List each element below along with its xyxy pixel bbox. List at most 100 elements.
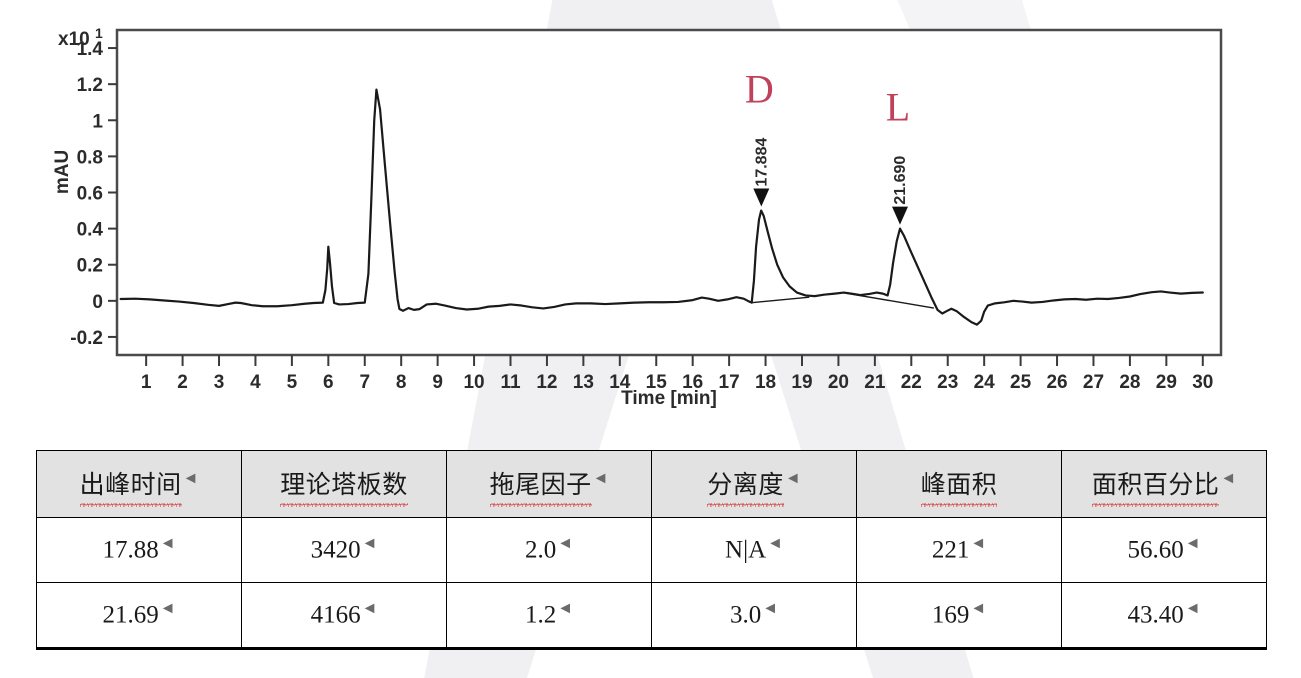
cell-value: 1.2 — [524, 601, 557, 629]
cell-tailing-factor: 1.2◄ — [446, 582, 652, 650]
x-tick-label: 5 — [287, 372, 298, 393]
table-row: 21.69◄ 4166◄ 1.2◄ 3.0◄ 169◄ 43.40◄ — [36, 582, 1267, 650]
cell-area-percent: 56.60◄ — [1061, 517, 1267, 583]
peak-label-l: L — [886, 85, 910, 130]
y-tick-label: 0.6 — [77, 184, 103, 205]
column-header-theoretical-plates: 理论塔板数 — [241, 450, 447, 518]
edit-mark: ◄ — [970, 535, 987, 553]
cell-value: 3420 — [310, 536, 361, 564]
y-tick-label: -0.2 — [70, 328, 103, 349]
peak-label-d: D — [745, 67, 774, 112]
edit-mark: ◄ — [557, 600, 574, 618]
x-tick-label: 17 — [719, 372, 740, 393]
header-label: 出峰时间 — [79, 465, 182, 507]
header-label: 峰面积 — [920, 465, 998, 507]
x-tick-label: 26 — [1046, 372, 1067, 393]
y-tick-label: 0.8 — [77, 147, 103, 168]
x-tick-label: 18 — [755, 372, 776, 393]
cell-value: 21.69 — [102, 601, 159, 629]
x-tick-label: 6 — [323, 372, 334, 393]
x-tick-label: 29 — [1156, 372, 1177, 393]
table-row: 17.88◄ 3420◄ 2.0◄ N|A◄ 221◄ 56.60◄ — [36, 517, 1267, 583]
header-label: 拖尾因子 — [489, 465, 592, 507]
cell-value: 169 — [931, 601, 970, 629]
x-tick-label: 1 — [141, 372, 152, 393]
y-tick-label: 0.4 — [77, 220, 104, 241]
edit-mark: ◄ — [361, 600, 378, 618]
column-header-tailing-factor: 拖尾因子◄ — [446, 450, 652, 518]
cell-tailing-factor: 2.0◄ — [446, 517, 652, 583]
retention-time-label: 17.884 — [753, 138, 770, 187]
column-header-peak-area: 峰面积 — [856, 450, 1062, 518]
table-header-row: 出峰时间◄ 理论塔板数 拖尾因子◄ 分离度◄ 峰面积 面积百分比◄ — [36, 450, 1267, 518]
cell-value: 56.60 — [1127, 536, 1184, 564]
x-tick-label: 10 — [463, 372, 484, 393]
x-tick-label: 22 — [901, 372, 922, 393]
cell-retention-time: 21.69◄ — [36, 582, 242, 650]
cell-theoretical-plates: 3420◄ — [241, 517, 447, 583]
y-axis-label: mAU — [52, 150, 73, 194]
x-tick-label: 12 — [536, 372, 557, 393]
edit-mark: ◄ — [1220, 470, 1237, 488]
edit-mark: ◄ — [784, 470, 801, 488]
cell-retention-time: 17.88◄ — [36, 517, 242, 583]
edit-mark: ◄ — [182, 470, 199, 488]
x-tick-label: 11 — [500, 372, 521, 393]
retention-time-label: 21.690 — [892, 156, 909, 205]
x-tick-label: 13 — [573, 372, 594, 393]
x-axis-label: Time [min] — [621, 388, 717, 409]
y-tick-label: 0.2 — [77, 256, 103, 277]
y-tick-label: 1.4 — [77, 39, 104, 60]
peak-results-table: 出峰时间◄ 理论塔板数 拖尾因子◄ 分离度◄ 峰面积 面积百分比◄ 17.88◄… — [36, 450, 1267, 650]
cell-peak-area: 221◄ — [856, 517, 1062, 583]
cell-theoretical-plates: 4166◄ — [241, 582, 447, 650]
x-tick-label: 23 — [937, 372, 958, 393]
cell-resolution: N|A◄ — [651, 517, 857, 583]
header-label: 理论塔板数 — [280, 465, 408, 507]
cell-value: 43.40 — [1127, 601, 1184, 629]
edit-mark: ◄ — [762, 600, 779, 618]
x-tick-label: 30 — [1192, 372, 1213, 393]
cell-value: 4166 — [310, 601, 361, 629]
edit-mark: ◄ — [767, 535, 783, 553]
column-header-resolution: 分离度◄ — [651, 450, 857, 518]
edit-mark: ◄ — [1184, 600, 1201, 618]
y-tick-label: 1 — [92, 111, 103, 132]
x-tick-label: 24 — [974, 372, 996, 393]
cell-peak-area: 169◄ — [856, 582, 1062, 650]
edit-mark: ◄ — [592, 470, 609, 488]
edit-mark: ◄ — [361, 535, 378, 553]
column-header-area-percent: 面积百分比◄ — [1061, 450, 1267, 518]
edit-mark: ◄ — [557, 535, 574, 553]
x-tick-label: 20 — [828, 372, 849, 393]
edit-mark: ◄ — [970, 600, 987, 618]
y-tick-label: 1.2 — [77, 75, 103, 96]
y-tick-label: 0 — [92, 292, 103, 313]
y-axis: -0.2 0 0.2 0.4 0.6 0.8 1 1.2 1.4 — [70, 39, 117, 349]
cell-area-percent: 43.40◄ — [1061, 582, 1267, 650]
cell-value: 221 — [931, 536, 970, 564]
cell-value: 17.88 — [102, 536, 159, 564]
cell-value: 2.0 — [524, 536, 557, 564]
header-label: 面积百分比 — [1091, 465, 1220, 507]
y-axis-multiplier-exponent: 1 — [95, 25, 103, 41]
column-header-retention-time: 出峰时间◄ — [36, 450, 242, 518]
x-tick-label: 2 — [177, 372, 188, 393]
x-tick-label: 19 — [791, 372, 812, 393]
cell-value: N|A — [725, 536, 767, 564]
x-tick-label: 9 — [432, 372, 443, 393]
edit-mark: ◄ — [1184, 535, 1201, 553]
x-tick-label: 7 — [359, 372, 370, 393]
x-tick-label: 27 — [1083, 372, 1104, 393]
x-tick-label: 3 — [214, 372, 225, 393]
x-tick-label: 21 — [864, 372, 886, 393]
x-tick-label: 28 — [1119, 372, 1140, 393]
edit-mark: ◄ — [159, 535, 176, 553]
x-tick-label: 25 — [1010, 372, 1032, 393]
y-axis-multiplier: x10 — [58, 29, 90, 50]
cell-resolution: 3.0◄ — [651, 582, 857, 650]
header-label: 分离度 — [707, 465, 784, 507]
x-tick-label: 8 — [396, 372, 407, 393]
